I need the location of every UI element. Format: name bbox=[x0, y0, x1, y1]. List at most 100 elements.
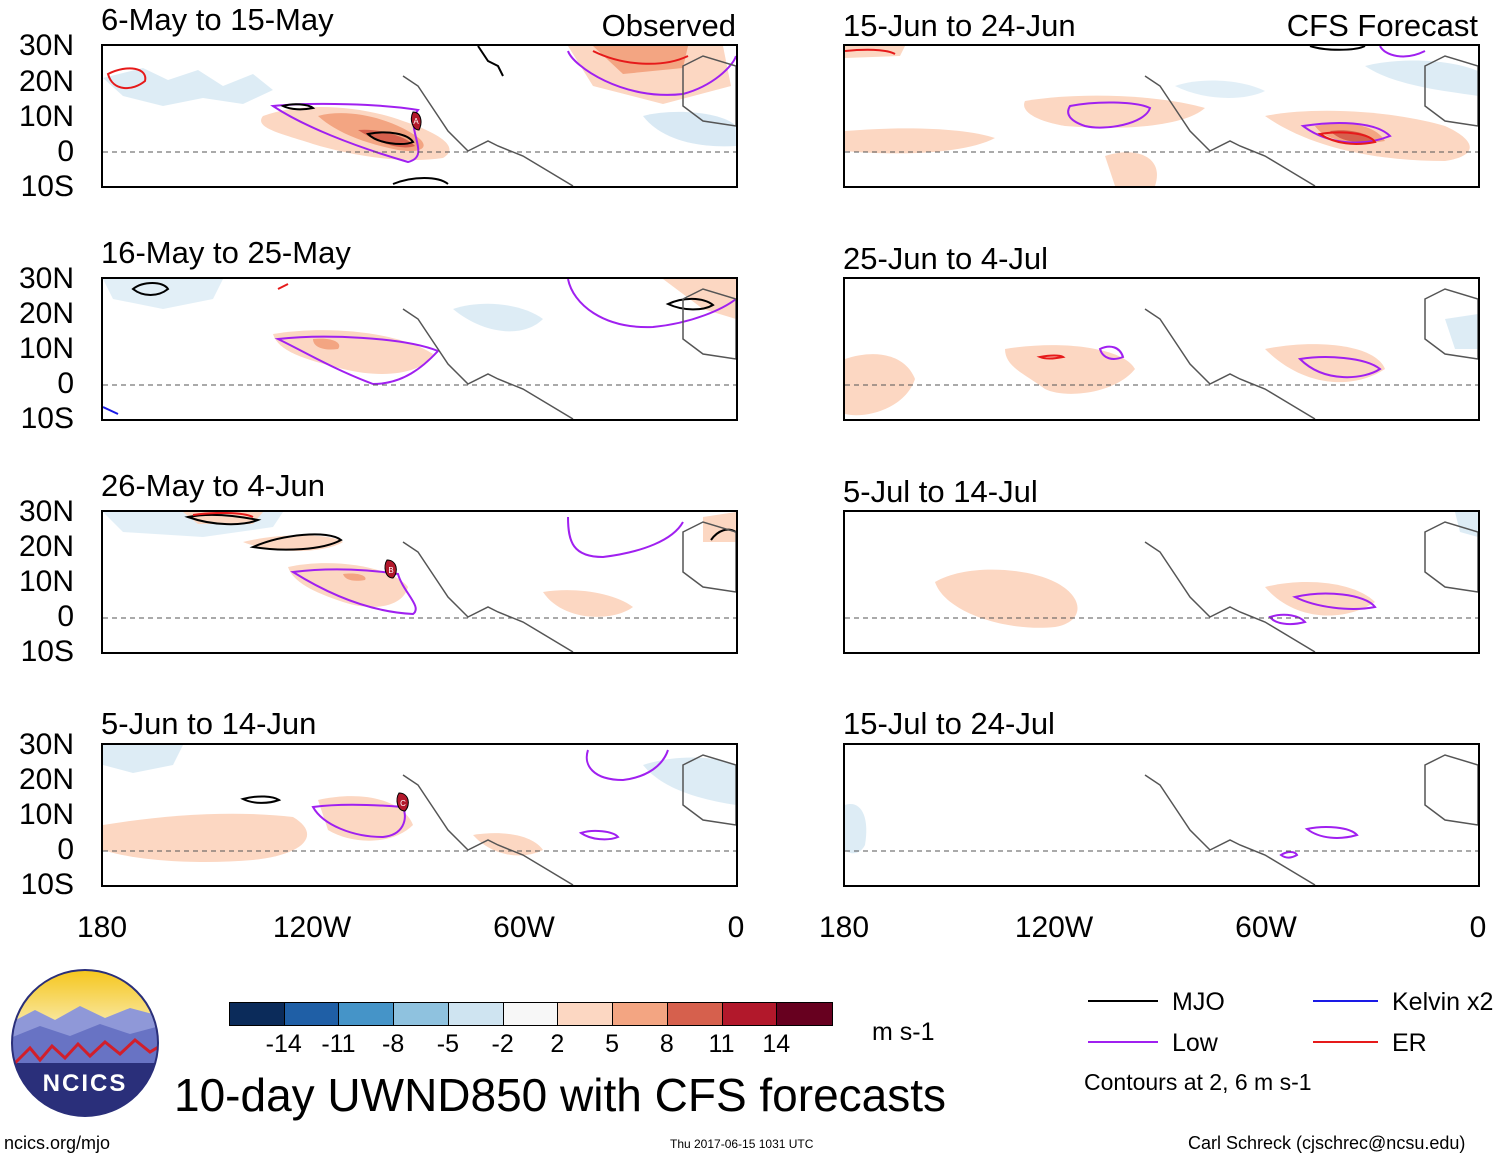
colorbar-cell bbox=[284, 1003, 340, 1025]
lon-label: 0 bbox=[727, 911, 745, 944]
contour-low bbox=[1304, 826, 1359, 839]
lat-label: 20N bbox=[18, 297, 74, 330]
colorbar-cell bbox=[339, 1003, 395, 1025]
map-panel-observed-3: B bbox=[101, 510, 738, 654]
shading-positive bbox=[845, 46, 905, 58]
shading-negative bbox=[103, 745, 183, 773]
storm-marker-label: B bbox=[388, 566, 393, 575]
lat-label: 20N bbox=[18, 763, 74, 796]
shading-negative bbox=[643, 757, 736, 805]
lon-label: 60W bbox=[1235, 911, 1297, 944]
shading-positive-strong bbox=[313, 338, 340, 350]
contour-low bbox=[290, 568, 417, 616]
footer-credit: Carl Schreck (cjschrec@ncsu.edu) bbox=[1188, 1133, 1466, 1153]
map-panel-observed-1: A bbox=[101, 44, 738, 188]
lat-label: 10S bbox=[20, 868, 74, 901]
contour-er bbox=[592, 50, 689, 65]
contour-mjo bbox=[1309, 46, 1366, 51]
contour-er bbox=[1036, 354, 1066, 360]
storm-marker-label: A bbox=[413, 117, 419, 126]
contour-mjo bbox=[665, 297, 715, 311]
colorbar-cell bbox=[230, 1003, 285, 1025]
colorbar-cell bbox=[722, 1003, 778, 1025]
colorbar-cell bbox=[503, 1003, 559, 1025]
legend-swatch-kelvin bbox=[1313, 1000, 1378, 1002]
lat-label: 30N bbox=[18, 262, 74, 295]
contour-er bbox=[845, 48, 896, 55]
lat-label: 30N bbox=[18, 29, 74, 62]
contour-low bbox=[1297, 356, 1382, 379]
map-panel-forecast-1 bbox=[843, 44, 1480, 188]
shading-negative bbox=[845, 804, 867, 854]
colorbar-tick-label: -14 bbox=[265, 1030, 302, 1058]
contour-low bbox=[567, 279, 736, 329]
storm-marker-c: C bbox=[396, 792, 409, 812]
shading-positive bbox=[288, 563, 408, 607]
lat-label: 10N bbox=[18, 100, 74, 133]
panel-title-observed-3: 26-May to 4-Jun bbox=[101, 468, 325, 503]
colorbar-tick-label: -8 bbox=[382, 1030, 405, 1058]
coastline bbox=[1424, 754, 1478, 826]
contour-low bbox=[1067, 101, 1152, 129]
shading-positive bbox=[543, 590, 633, 617]
shading-positive-strong bbox=[593, 46, 688, 74]
contour-low bbox=[270, 102, 420, 164]
footer-url[interactable]: ncics.org/mjo bbox=[4, 1133, 111, 1153]
colorbar-tick-label: 5 bbox=[605, 1030, 620, 1058]
lon-label: 120W bbox=[272, 911, 352, 944]
coastline bbox=[402, 541, 574, 652]
lon-label: 180 bbox=[76, 911, 128, 944]
lat-label: 0 bbox=[57, 833, 74, 866]
lon-label: 60W bbox=[493, 911, 555, 944]
panel-title-forecast-1: 15-Jun to 24-Jun bbox=[843, 8, 1076, 43]
shading-negative bbox=[453, 303, 543, 332]
colorbar-tick-label: -5 bbox=[436, 1030, 460, 1058]
contour-mjo bbox=[477, 46, 504, 77]
colorbar-tick-label: -2 bbox=[491, 1030, 514, 1058]
lat-label: 10N bbox=[18, 332, 74, 365]
contour-mjo bbox=[280, 103, 316, 111]
coastline bbox=[682, 754, 736, 826]
colorbar bbox=[229, 1002, 833, 1026]
shading-positive bbox=[1005, 345, 1135, 394]
lon-label: 120W bbox=[1014, 911, 1094, 944]
shading-positive bbox=[103, 813, 308, 862]
lat-label: 0 bbox=[57, 135, 74, 168]
legend-swatch-er bbox=[1313, 1041, 1378, 1043]
contour-low bbox=[567, 516, 684, 559]
lat-label: 10S bbox=[20, 402, 74, 435]
shading-positive bbox=[845, 354, 915, 416]
storm-marker-a: A bbox=[410, 111, 422, 131]
colorbar-unit: m s-1 bbox=[872, 1018, 935, 1046]
legend-swatch-mjo bbox=[1088, 1000, 1158, 1002]
lon-label: 180 bbox=[818, 911, 870, 944]
shading-positive bbox=[845, 128, 995, 154]
colorbar-tick-label: 8 bbox=[659, 1030, 674, 1058]
colorbar-cell bbox=[613, 1003, 668, 1025]
shading-positive-strong bbox=[343, 573, 366, 581]
contour-mjo bbox=[392, 177, 449, 185]
colorbar-tick-label: 11 bbox=[708, 1030, 735, 1058]
footer-timestamp: Thu 2017-06-15 1031 UTC bbox=[670, 1137, 814, 1151]
contour-low bbox=[274, 335, 440, 386]
panel-title-observed-1: 6-May to 15-May bbox=[101, 2, 334, 37]
shading-negative bbox=[103, 279, 223, 309]
panel-title-forecast-4: 15-Jul to 24-Jul bbox=[843, 706, 1055, 741]
panel-title-observed-4: 5-Jun to 14-Jun bbox=[101, 706, 317, 741]
colorbar-cell bbox=[448, 1003, 504, 1025]
shading-positive bbox=[935, 569, 1078, 628]
contour-er bbox=[106, 67, 147, 89]
contour-low bbox=[567, 50, 736, 96]
shading-positive bbox=[1024, 95, 1205, 128]
lon-label: 0 bbox=[1469, 911, 1487, 944]
lat-label: 10S bbox=[20, 170, 74, 203]
shading-negative bbox=[643, 111, 736, 147]
contour-er bbox=[1317, 131, 1377, 145]
shading-negative bbox=[1445, 314, 1478, 349]
coastline bbox=[682, 55, 736, 127]
colorbar-cell bbox=[777, 1003, 832, 1025]
observed-label: Observed bbox=[601, 8, 736, 43]
contour-low bbox=[1292, 592, 1377, 610]
ncics-logo: NCICS bbox=[10, 968, 160, 1118]
colorbar-ticks: -14 -11 -8 -5 -2 2 5 8 11 14 bbox=[229, 1032, 833, 1062]
